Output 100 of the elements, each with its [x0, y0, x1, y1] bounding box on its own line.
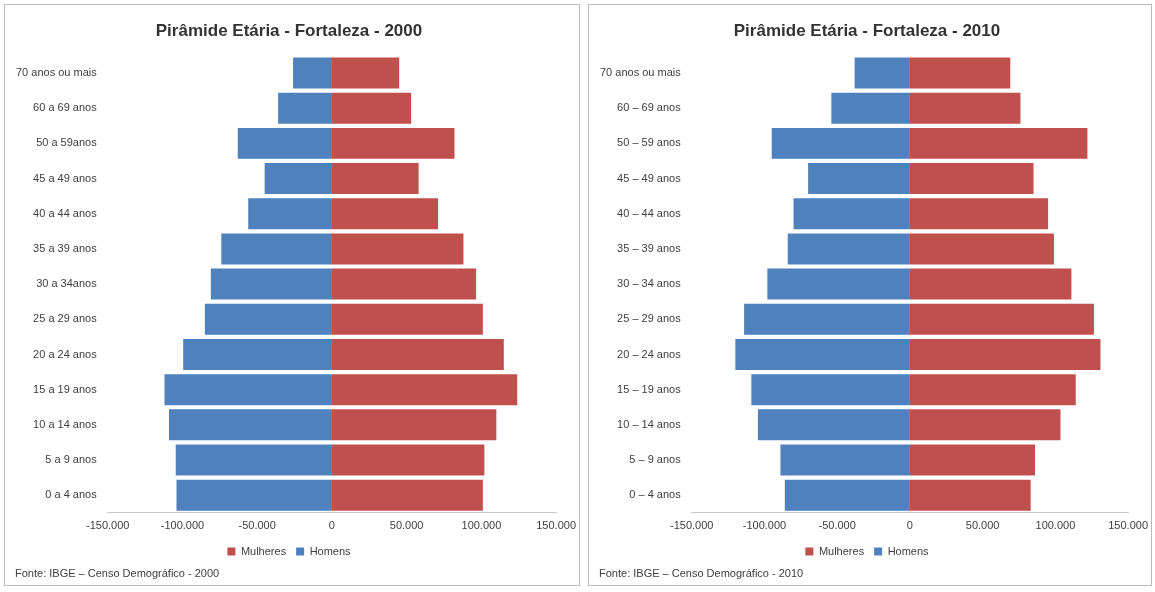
- bar: [331, 444, 485, 476]
- bar: [735, 338, 910, 370]
- x-tick-label: 50.000: [965, 519, 1000, 532]
- chart-title: Pirâmide Etária - Fortaleza - 2010: [733, 20, 1001, 40]
- y-tick-label: 60 a 69 anos: [33, 101, 98, 114]
- bar: [909, 57, 1011, 89]
- bar: [793, 198, 910, 230]
- bar: [331, 479, 483, 511]
- y-tick-label: 0 – 4 anos: [629, 488, 682, 501]
- x-tick-label: -150.000: [670, 519, 714, 532]
- y-tick-label: 70 anos ou mais: [600, 66, 682, 79]
- bar: [831, 92, 910, 124]
- x-tick-label: -50.000: [238, 519, 276, 532]
- bar: [909, 127, 1088, 159]
- y-tick-label: 70 anos ou mais: [16, 66, 98, 79]
- bar: [221, 233, 332, 265]
- bar: [757, 409, 910, 441]
- bar: [331, 198, 439, 230]
- chart-title: Pirâmide Etária - Fortaleza - 2000: [155, 20, 423, 40]
- x-tick-label: -50.000: [818, 519, 856, 532]
- legend-label: Homens: [309, 544, 352, 557]
- x-tick-label: 0: [328, 519, 335, 532]
- y-tick-label: 50 – 59 anos: [617, 136, 682, 149]
- x-tick-label: -100.000: [742, 519, 787, 532]
- bar: [248, 198, 332, 230]
- x-tick-label: 150.000: [1108, 519, 1148, 532]
- y-tick-label: 10 a 14 anos: [33, 417, 98, 430]
- y-tick-label: 5 – 9 anos: [629, 453, 682, 466]
- bar: [751, 374, 910, 406]
- y-tick-label: 25 – 29 anos: [617, 312, 682, 325]
- legend-label: Homens: [887, 544, 930, 557]
- bar: [264, 163, 332, 195]
- bar: [175, 444, 332, 476]
- bar: [331, 303, 483, 335]
- y-tick-label: 40 a 44 anos: [33, 206, 98, 219]
- bar: [237, 127, 332, 159]
- x-tick-label: 100.000: [461, 519, 502, 532]
- bar: [331, 374, 518, 406]
- y-tick-label: 35 – 39 anos: [617, 241, 682, 254]
- y-tick-label: 5 a 9 anos: [45, 453, 98, 466]
- bar: [854, 57, 910, 89]
- bar: [331, 268, 477, 300]
- bar: [909, 198, 1049, 230]
- bar: [771, 127, 910, 159]
- bar: [744, 303, 910, 335]
- bar: [909, 374, 1076, 406]
- x-tick-label: 50.000: [389, 519, 424, 532]
- bar: [767, 268, 910, 300]
- bar: [331, 92, 412, 124]
- bar: [780, 444, 910, 476]
- y-tick-label: 45 a 49 anos: [33, 171, 98, 184]
- y-tick-label: 40 – 44 anos: [617, 206, 682, 219]
- y-tick-label: 30 – 34 anos: [617, 277, 682, 290]
- bar: [909, 163, 1034, 195]
- y-tick-label: 15 – 19 anos: [617, 382, 682, 395]
- y-tick-label: 45 – 49 anos: [617, 171, 682, 184]
- bar: [909, 338, 1101, 370]
- y-tick-label: 20 a 24 anos: [33, 347, 98, 360]
- bar: [331, 57, 400, 89]
- bar: [331, 163, 419, 195]
- source-note: Fonte: IBGE – Censo Demográfico - 2010: [599, 566, 804, 579]
- bar: [164, 374, 332, 406]
- bar: [909, 479, 1031, 511]
- legend-label: Mulheres: [818, 544, 865, 557]
- source-note: Fonte: IBGE – Censo Demográfico - 2000: [15, 566, 220, 579]
- bar: [169, 409, 332, 441]
- y-tick-label: 25 a 29 anos: [33, 312, 98, 325]
- y-tick-label: 30 a 34anos: [36, 277, 98, 290]
- bar: [331, 409, 497, 441]
- x-tick-label: 0: [906, 519, 913, 532]
- bar: [808, 163, 910, 195]
- bar: [293, 57, 332, 89]
- bar: [331, 127, 455, 159]
- bar: [183, 338, 332, 370]
- x-tick-label: -150.000: [86, 519, 130, 532]
- bar: [278, 92, 332, 124]
- bar: [331, 233, 464, 265]
- bar: [909, 268, 1072, 300]
- y-tick-label: 50 a 59anos: [36, 136, 98, 149]
- x-tick-label: 100.000: [1035, 519, 1076, 532]
- y-tick-label: 35 a 39 anos: [33, 241, 98, 254]
- bar: [787, 233, 910, 265]
- bar: [176, 479, 332, 511]
- y-tick-label: 60 – 69 anos: [617, 101, 682, 114]
- bar: [909, 303, 1094, 335]
- x-tick-label: -100.000: [160, 519, 205, 532]
- bar: [204, 303, 332, 335]
- bar: [331, 338, 504, 370]
- y-tick-label: 15 a 19 anos: [33, 382, 98, 395]
- x-tick-label: 150.000: [536, 519, 576, 532]
- y-tick-label: 20 – 24 anos: [617, 347, 682, 360]
- y-tick-label: 0 a 4 anos: [45, 488, 98, 501]
- bar: [909, 233, 1054, 265]
- bar: [210, 268, 332, 300]
- y-tick-label: 10 – 14 anos: [617, 417, 682, 430]
- bar: [909, 409, 1061, 441]
- bar: [909, 444, 1036, 476]
- bar: [909, 92, 1021, 124]
- bar: [784, 479, 910, 511]
- legend-label: Mulheres: [240, 544, 287, 557]
